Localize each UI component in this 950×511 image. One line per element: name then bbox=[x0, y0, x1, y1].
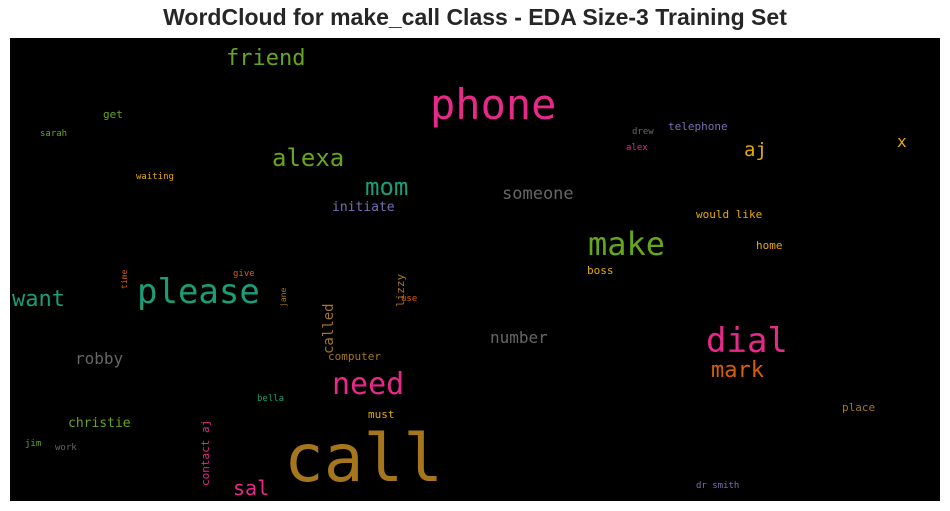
word-waiting: waiting bbox=[136, 172, 174, 182]
word-someone: someone bbox=[502, 184, 574, 204]
word-phone: phone bbox=[430, 80, 557, 129]
word-jane: jane bbox=[279, 287, 288, 308]
word-contact-aj: contact aj bbox=[199, 419, 212, 486]
word-number: number bbox=[490, 328, 548, 347]
wordcloud-canvas: call phone please make dial need alexa mom frien… bbox=[10, 38, 940, 501]
word-give: give bbox=[233, 269, 255, 279]
word-mark: mark bbox=[711, 358, 764, 383]
word-called: called bbox=[321, 303, 337, 355]
word-call: call bbox=[284, 420, 443, 497]
word-dr-smith: dr smith bbox=[696, 481, 740, 491]
word-friend: friend bbox=[226, 46, 306, 71]
word-boss: boss bbox=[587, 264, 614, 277]
word-bella: bella bbox=[257, 394, 285, 404]
word-jim: jim bbox=[25, 439, 42, 449]
word-make: make bbox=[588, 225, 666, 263]
word-place: place bbox=[842, 401, 876, 414]
word-sarah: sarah bbox=[40, 129, 68, 139]
word-time: time bbox=[120, 269, 129, 290]
word-would-like: would like bbox=[696, 208, 763, 221]
word-please: please bbox=[137, 272, 260, 312]
word-telephone: telephone bbox=[668, 120, 728, 133]
word-christie: christie bbox=[68, 416, 131, 431]
word-dial: dial bbox=[706, 321, 788, 361]
word-alex: alex bbox=[626, 143, 648, 153]
word-robby: robby bbox=[75, 349, 124, 368]
word-initiate: initiate bbox=[332, 200, 395, 215]
word-drew: drew bbox=[632, 127, 654, 137]
word-mom: mom bbox=[365, 173, 409, 201]
word-need: need bbox=[332, 367, 405, 402]
word-alexa: alexa bbox=[272, 144, 345, 172]
word-computer: computer bbox=[328, 350, 381, 363]
word-want: want bbox=[12, 287, 65, 312]
word-get: get bbox=[103, 108, 123, 121]
word-x: x bbox=[897, 132, 907, 151]
word-must: must bbox=[368, 408, 395, 421]
word-aj: aj bbox=[744, 139, 767, 161]
chart-title: WordCloud for make_call Class - EDA Size… bbox=[163, 4, 787, 30]
word-work: work bbox=[55, 443, 77, 453]
word-home: home bbox=[756, 239, 783, 252]
word-use: use bbox=[401, 294, 418, 304]
word-sal: sal bbox=[233, 476, 270, 500]
